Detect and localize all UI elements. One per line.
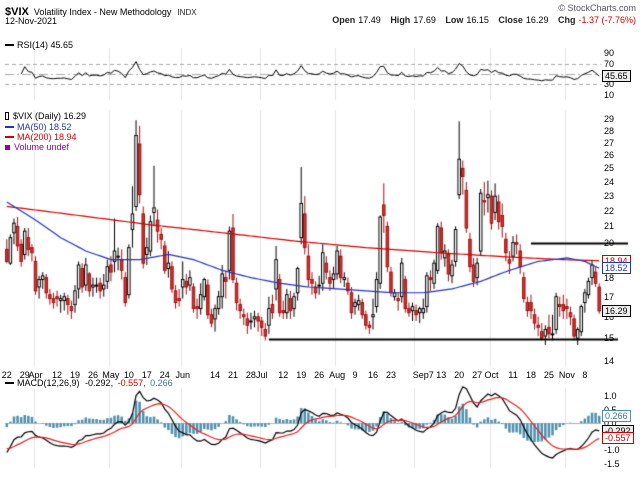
date-axis-label: 23 <box>385 370 396 380</box>
macd-swatch-icon <box>5 382 14 384</box>
date-axis-label: 12 <box>52 370 63 380</box>
date-axis-label: Aug <box>329 370 346 380</box>
exchange-label: INDX <box>177 8 197 17</box>
volume-legend: Volume undef <box>5 142 69 152</box>
date-axis-label: 12 <box>278 370 289 380</box>
date-axis-label: 26 <box>314 370 325 380</box>
date-axis-label: Nov <box>558 370 575 380</box>
date-axis-label: 29 <box>19 370 30 380</box>
date-axis-label: 18 <box>525 370 536 380</box>
date-axis-label: May <box>102 370 120 380</box>
close-value: 16.29 <box>525 15 549 25</box>
date-axis-label: 28 <box>245 370 256 380</box>
rsi-legend-text: RSI(14) 45.65 <box>17 40 74 50</box>
date-axis-label: Apr <box>28 370 43 380</box>
ma50-legend-text: MA(50) 18.52 <box>17 122 72 132</box>
date-axis-label: 22 <box>1 370 12 380</box>
price-axis-label: 29 <box>604 114 615 125</box>
date-axis-label: 10 <box>123 370 134 380</box>
ma200-legend-text: MA(200) 18.94 <box>17 132 77 142</box>
date-axis-label: 20 <box>454 370 465 380</box>
date-axis-label: 26 <box>87 370 98 380</box>
date-axis-label: 27 <box>472 370 483 380</box>
date-axis-label: 11 <box>508 370 518 380</box>
price-axis-label: 26 <box>604 150 615 161</box>
date-axis-label: Jun <box>175 370 190 380</box>
ma200-swatch-icon <box>5 136 14 138</box>
price-axis-label: 22 <box>604 205 615 216</box>
rsi-swatch-icon <box>5 44 14 46</box>
macd-axis-label: 0.0 <box>604 418 617 429</box>
macd-signal-box: -0.557 <box>602 432 634 445</box>
price-axis-label: 23 <box>604 191 615 202</box>
chg-value: -1.37 (-7.76%) <box>578 15 636 25</box>
macd-legend: MACD(12,26,9) -0.292, -0.557, 0.266 <box>5 378 173 388</box>
date-axis-label: 9 <box>352 370 358 380</box>
macd-hist-box: 0.266 <box>602 410 631 423</box>
symbol-label: $VIX <box>5 6 29 18</box>
macd-axis-label: 0.5 <box>604 405 617 415</box>
price-legend: $VIX (Daily) 16.29 <box>5 111 86 121</box>
price-axis-label: 25 <box>604 163 615 174</box>
low-label: Low <box>445 15 464 25</box>
date-axis-label: Jul <box>255 370 268 380</box>
date-axis-label: 19 <box>296 370 307 380</box>
price-axis-label: 20 <box>604 237 615 248</box>
rsi-value-box: 45.65 <box>602 70 631 83</box>
date-axis-label: 25 <box>543 370 554 380</box>
date-axis-label: 19 <box>69 370 81 380</box>
chart-header: $VIX Volatility Index - New Methodology IN… <box>5 2 197 20</box>
open-value: 17.49 <box>358 15 381 25</box>
close-label: Close <box>498 15 523 25</box>
macd-axis-label: -1.0 <box>604 445 620 456</box>
date-axis-label: Oct <box>484 370 499 380</box>
macd-hist-value: 0.266 <box>150 378 173 388</box>
quote-line: Open 17.49 High 17.69 Low 16.15 Close 16.29 … <box>332 15 636 25</box>
rsi-axis-label: 30 <box>604 79 615 90</box>
price-legend-text: $VIX (Daily) 16.29 <box>13 111 87 121</box>
volume-legend-text: Volume undef <box>14 142 70 152</box>
price-axis-label: 24 <box>604 176 615 187</box>
ma50-value-box: 18.52 <box>602 262 631 275</box>
chart-title: Volatility Index - New Methodology <box>33 7 172 17</box>
date-axis-label: 14 <box>210 370 221 380</box>
date-axis-label: 16 <box>367 370 379 380</box>
rsi-axis-label: 10 <box>604 89 615 100</box>
stockcharts-credit: © StockCharts.com <box>558 3 636 13</box>
macd-value: -0.292, <box>85 378 114 388</box>
ma50-swatch-icon <box>5 126 14 128</box>
volume-swatch-icon <box>5 145 10 150</box>
date-axis-label: 13 <box>436 370 447 380</box>
macd-axis-label: 1.0 <box>604 391 617 402</box>
price-axis-label: 15 <box>604 333 615 344</box>
high-label: High <box>390 15 411 25</box>
macd-legend-name: MACD(12,26,9) <box>17 378 80 388</box>
price-axis-label: 27 <box>604 137 615 148</box>
price-axis-label: 14 <box>604 356 615 367</box>
open-label: Open <box>332 15 356 25</box>
rsi-axis-label: 90 <box>604 48 615 59</box>
macd-axis-label: -1.5 <box>604 458 620 469</box>
date-axis-label: 24 <box>159 370 170 380</box>
date-axis-label: Sep7 <box>412 370 434 380</box>
chg-label: Chg <box>557 15 576 25</box>
candlestick-icon <box>5 112 9 120</box>
last-price-box: 16.29 <box>602 304 631 317</box>
low-value: 16.15 <box>466 15 489 25</box>
price-axis-label: 21 <box>604 221 615 232</box>
price-axis-label: 18 <box>604 272 615 283</box>
high-value: 17.69 <box>413 15 436 25</box>
date-axis-label: 17 <box>141 370 152 380</box>
date-axis-label: 8 <box>582 370 588 380</box>
date-axis-label: 21 <box>227 370 238 380</box>
price-axis-label: 28 <box>604 125 615 136</box>
price-axis-label: 17 <box>604 291 615 302</box>
ma200-legend: MA(200) 18.94 <box>5 132 77 142</box>
macd-signal-value: -0.557, <box>117 378 146 388</box>
rsi-legend: RSI(14) 45.65 <box>5 40 73 50</box>
rsi-axis-label: 70 <box>604 58 615 69</box>
chart-date: 12-Nov-2021 <box>5 16 58 26</box>
ma50-legend: MA(50) 18.52 <box>5 122 72 132</box>
